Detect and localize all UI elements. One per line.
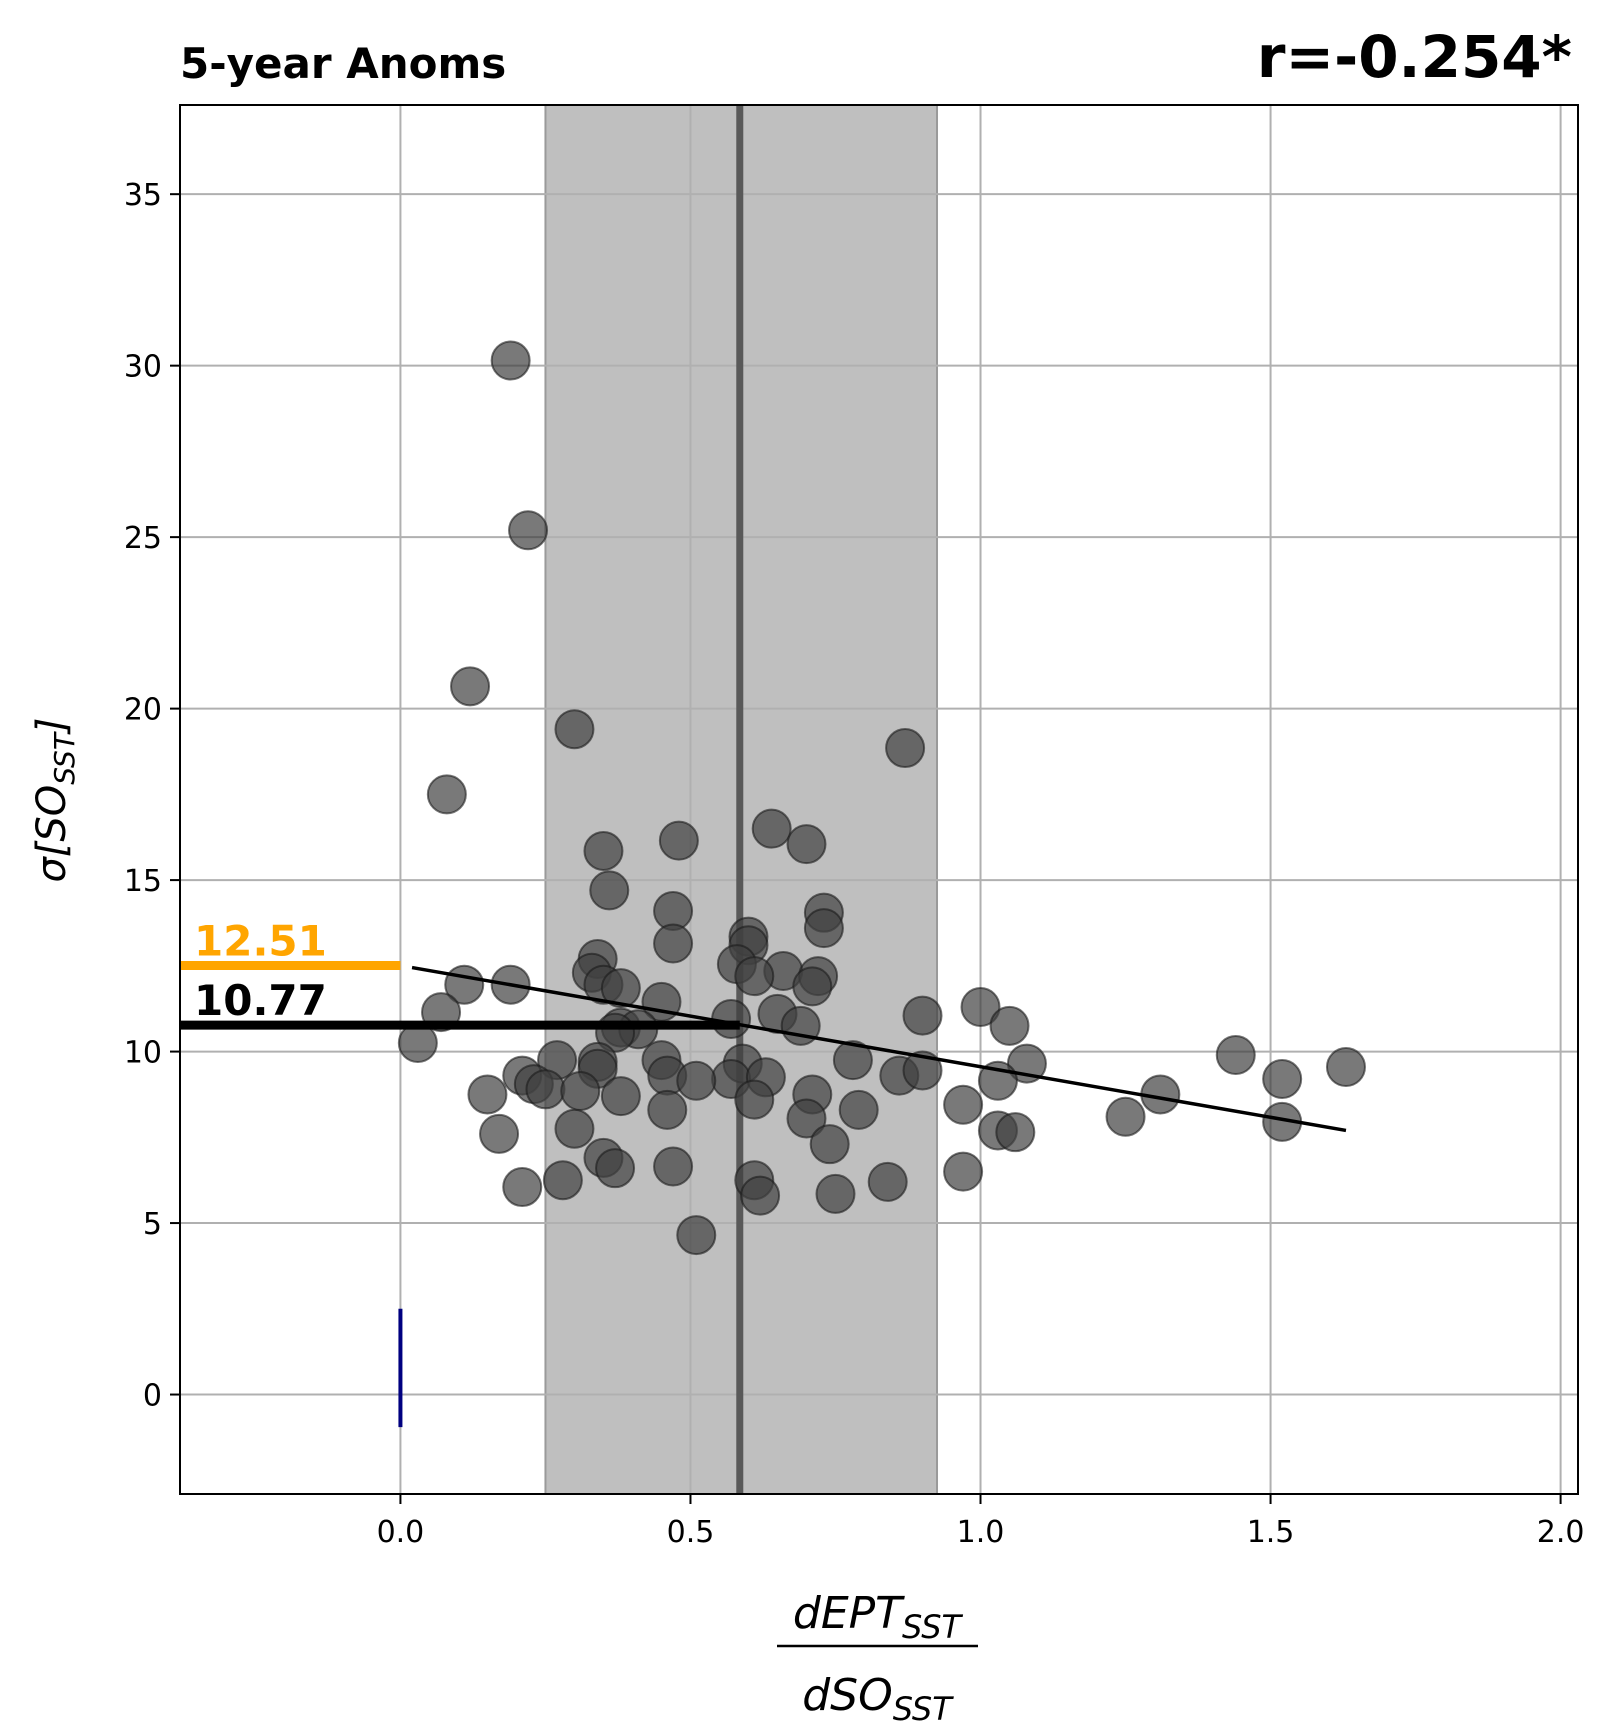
data-point-44 — [832, 1040, 873, 1081]
data-point-85 — [740, 1175, 781, 1216]
data-point-21 — [734, 956, 775, 997]
y-tick-label-7: 35 — [124, 178, 162, 213]
data-point-39 — [397, 1023, 438, 1064]
data-point-63 — [734, 1079, 775, 1120]
y-tick-label-1: 5 — [143, 1207, 162, 1242]
correlation-label: r=-0.254* — [1257, 23, 1572, 91]
reference-label-1: 10.77 — [194, 976, 327, 1025]
data-point-3 — [554, 709, 595, 750]
data-point-78 — [595, 1148, 636, 1189]
data-point-5 — [885, 728, 926, 769]
plot-area: 12.51 10.77 — [179, 104, 1579, 1495]
data-point-46 — [1215, 1035, 1256, 1076]
data-point-0 — [490, 340, 531, 381]
x-tick-label-2: 1.0 — [957, 1515, 1005, 1550]
reference-label-0: 12.51 — [194, 916, 327, 965]
data-point-33 — [711, 998, 752, 1039]
reference-levels: 12.51 10.77 — [180, 916, 740, 1030]
data-point-72 — [554, 1108, 595, 1149]
data-point-59 — [525, 1069, 566, 1110]
data-point-60 — [560, 1071, 601, 1112]
data-point-83 — [943, 1151, 984, 1192]
chart-title: 5-year Anoms — [180, 39, 506, 88]
data-point-65 — [943, 1084, 984, 1125]
data-point-6 — [751, 808, 792, 849]
y-tick-label-2: 10 — [124, 1036, 162, 1071]
data-point-15 — [653, 923, 694, 964]
data-point-68 — [838, 1089, 879, 1130]
data-point-13 — [803, 908, 844, 949]
y-label-main: SO — [29, 785, 75, 842]
data-point-57 — [1262, 1059, 1303, 1100]
data-point-69 — [786, 1098, 827, 1139]
x-tick-label-3: 1.5 — [1247, 1515, 1295, 1550]
y-axis: 0 5 10 15 20 25 30 35 — [124, 178, 180, 1414]
y-tick-label-4: 20 — [124, 693, 162, 728]
data-point-52 — [676, 1060, 717, 1101]
data-point-82 — [867, 1161, 908, 1202]
data-point-61 — [467, 1074, 508, 1115]
x-axis-label: dEPTSST dSOSST — [777, 1588, 978, 1728]
x-axis: 0.0 0.5 1.0 1.5 2.0 — [377, 1494, 1585, 1550]
svg-text:dSOSST: dSOSST — [802, 1670, 954, 1728]
data-point-86 — [815, 1173, 856, 1214]
data-point-84 — [502, 1167, 543, 1208]
data-point-27 — [792, 966, 833, 1007]
data-points — [397, 340, 1366, 1256]
x-label-numerator: dEPT — [793, 1588, 905, 1639]
data-point-2 — [450, 666, 491, 707]
y-axis-label: σ[SOSST] — [29, 717, 81, 882]
data-point-8 — [786, 824, 827, 865]
data-point-87 — [676, 1215, 717, 1256]
data-point-55 — [902, 1050, 943, 1091]
x-tick-label-0: 0.0 — [377, 1515, 425, 1550]
x-label-denominator-sub: SST — [893, 1690, 954, 1728]
data-point-76 — [809, 1124, 850, 1165]
svg-text:σ[SOSST]: σ[SOSST] — [29, 717, 81, 882]
data-point-7 — [658, 820, 699, 861]
y-label-sub: SST — [48, 731, 81, 785]
x-tick-label-1: 0.5 — [667, 1515, 715, 1550]
data-point-70 — [1105, 1096, 1146, 1137]
data-point-1 — [508, 510, 549, 551]
data-point-4 — [426, 774, 467, 815]
data-point-79 — [653, 1146, 694, 1187]
data-point-31 — [960, 986, 1001, 1027]
data-point-26 — [600, 968, 641, 1009]
y-tick-label-3: 15 — [124, 864, 162, 899]
data-point-67 — [647, 1089, 688, 1130]
data-point-10 — [589, 870, 630, 911]
y-label-suffix: ] — [29, 717, 75, 735]
data-point-47 — [1325, 1047, 1366, 1088]
y-tick-label-5: 25 — [124, 521, 162, 556]
plot-frame — [179, 104, 1579, 1495]
svg-text:dEPTSST: dEPTSST — [793, 1588, 964, 1646]
x-label-denominator: dSO — [802, 1670, 893, 1721]
regression-line — [411, 965, 1347, 1133]
y-tick-label-6: 30 — [124, 350, 162, 385]
data-point-9 — [583, 830, 624, 871]
data-point-37 — [989, 1005, 1030, 1046]
x-tick-label-4: 2.0 — [1537, 1515, 1585, 1550]
grid — [180, 105, 1578, 1494]
data-point-32 — [902, 995, 943, 1036]
data-point-62 — [600, 1076, 641, 1117]
data-point-75 — [995, 1112, 1036, 1153]
data-point-73 — [479, 1113, 520, 1154]
x-label-numerator-sub: SST — [902, 1608, 963, 1646]
y-label-prefix: σ[ — [29, 840, 75, 882]
data-point-80 — [542, 1160, 583, 1201]
y-tick-label-0: 0 — [143, 1379, 162, 1414]
